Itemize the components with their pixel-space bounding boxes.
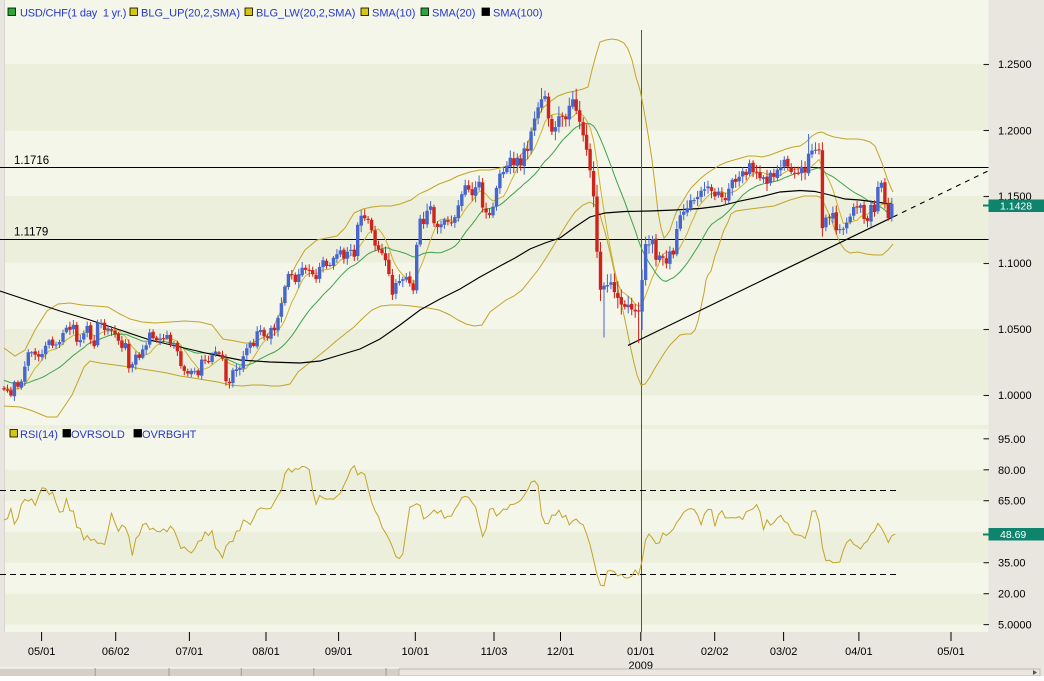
svg-text:1.2500: 1.2500: [998, 59, 1032, 71]
svg-text:01/01: 01/01: [627, 646, 655, 658]
svg-text:1.1428: 1.1428: [1000, 201, 1032, 213]
svg-text:35.00: 35.00: [998, 558, 1026, 570]
svg-text:OVRBGHT: OVRBGHT: [142, 429, 197, 441]
svg-text:05/01: 05/01: [937, 646, 965, 658]
svg-text:1.1000: 1.1000: [998, 258, 1032, 270]
svg-text:09/01: 09/01: [325, 646, 353, 658]
svg-text:1.1716: 1.1716: [14, 155, 49, 167]
svg-text:05/01: 05/01: [28, 646, 56, 658]
svg-text:03/02: 03/02: [770, 646, 798, 658]
svg-text:10/01: 10/01: [402, 646, 430, 658]
svg-text:USD/CHF(1 day 1 yr.): USD/CHF(1 day 1 yr.): [20, 8, 126, 20]
svg-text:5.0000: 5.0000: [998, 620, 1032, 632]
svg-text:80.00: 80.00: [998, 465, 1026, 477]
svg-text:12/01: 12/01: [547, 646, 575, 658]
svg-text:BLG_LW(20,2,SMA): BLG_LW(20,2,SMA): [256, 8, 355, 20]
svg-text:RSI(14): RSI(14): [20, 429, 58, 441]
svg-text:1.2000: 1.2000: [998, 126, 1032, 138]
svg-text:04/01: 04/01: [845, 646, 873, 658]
svg-text:SMA(20): SMA(20): [432, 8, 475, 20]
svg-text:95.00: 95.00: [998, 434, 1026, 446]
svg-text:65.00: 65.00: [998, 496, 1026, 508]
svg-text:07/01: 07/01: [176, 646, 204, 658]
svg-text:1.1179: 1.1179: [14, 227, 48, 239]
svg-text:OVRSOLD: OVRSOLD: [71, 429, 125, 441]
svg-text:1.0000: 1.0000: [998, 390, 1032, 402]
svg-text:20.00: 20.00: [998, 589, 1026, 601]
svg-text:SMA(100): SMA(100): [493, 8, 543, 20]
svg-text:1.0500: 1.0500: [998, 324, 1032, 336]
svg-text:BLG_UP(20,2,SMA): BLG_UP(20,2,SMA): [141, 8, 240, 20]
svg-text:02/02: 02/02: [701, 646, 729, 658]
svg-text:06/02: 06/02: [102, 646, 130, 658]
svg-text:08/01: 08/01: [252, 646, 280, 658]
svg-text:48.69: 48.69: [1000, 529, 1026, 541]
svg-text:11/03: 11/03: [481, 646, 508, 658]
svg-text:SMA(10): SMA(10): [372, 8, 415, 20]
